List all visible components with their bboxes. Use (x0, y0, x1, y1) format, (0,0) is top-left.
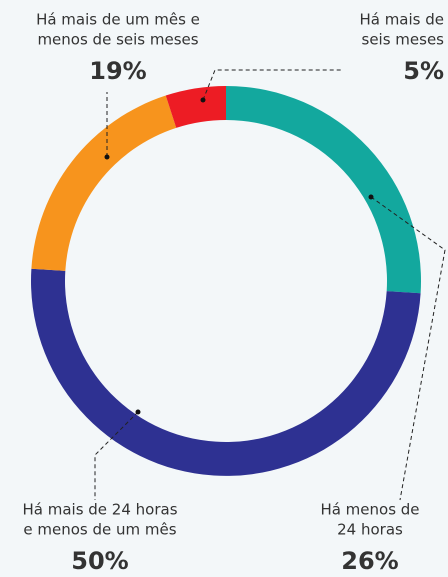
segment-label: Há mais de (359, 11, 444, 29)
segment-label: Há menos de (320, 501, 419, 519)
value-label: 26% (341, 547, 398, 575)
leader-lines (94, 69, 446, 501)
donut-segment (31, 268, 421, 476)
donut-segment (165, 86, 226, 128)
segment-label: menos de seis meses (37, 31, 198, 49)
leader-dot (135, 409, 141, 415)
leader-dot (200, 97, 206, 103)
segment-label: Há mais de 24 horas (22, 501, 177, 519)
value-label: 5% (403, 57, 444, 85)
leader-line (202, 69, 342, 101)
segment-label: Há mais de um mês e (36, 11, 200, 29)
donut-segment (226, 86, 421, 294)
segment-label: seis meses (362, 31, 445, 49)
donut-segment (31, 95, 177, 271)
segment-label: 24 horas (337, 521, 403, 539)
leader-line (370, 196, 446, 501)
segment-label: e menos de um mês (23, 521, 176, 539)
leader-dot (368, 194, 374, 200)
value-label: 19% (89, 57, 146, 85)
value-label: 50% (71, 547, 128, 575)
leader-dot (104, 154, 110, 160)
